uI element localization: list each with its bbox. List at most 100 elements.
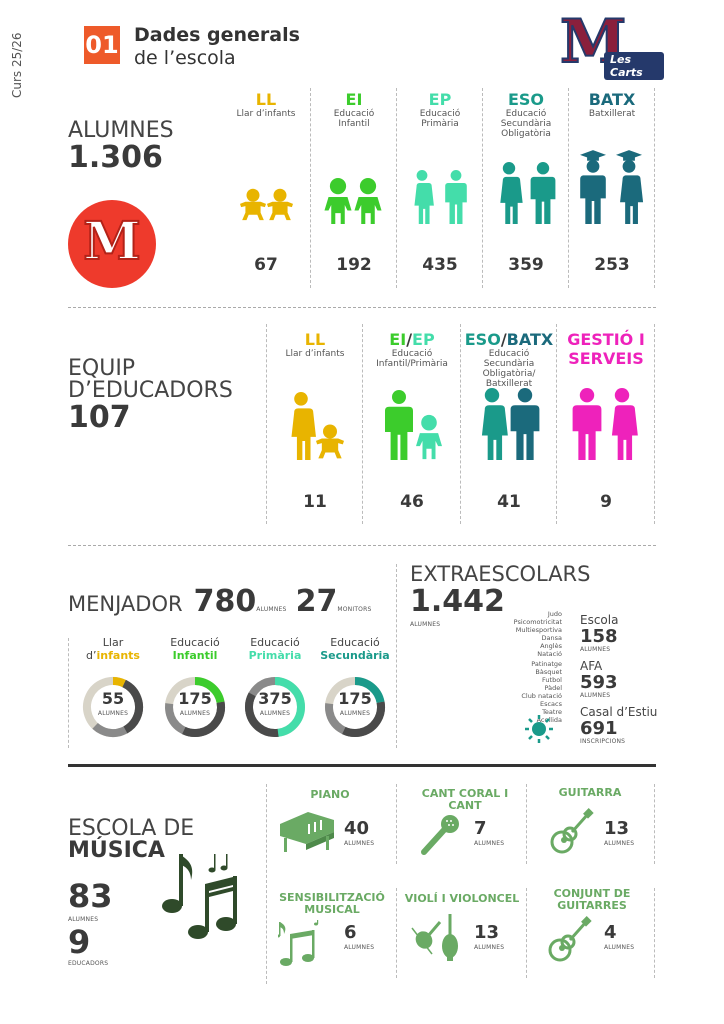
music-item-violi-title: VIOLÍ I VIOLONCEL [404, 892, 520, 905]
music-item-conjunt-value: 4 [604, 922, 617, 943]
page-title-line1: Dades generals [134, 24, 300, 46]
equip-value-eiep: 46 [400, 492, 424, 512]
activity-item: Futbol [542, 676, 562, 684]
equip-value-esobatx: 41 [497, 492, 521, 512]
music-item-conjunt-title: CONJUNT DE GUITARRES [553, 887, 631, 912]
equip-col-esobatx: ESO/BATX Educació Secundària Obligatòria… [462, 330, 556, 389]
extra-stat-escola: Escola 158 ALUMNES [580, 614, 618, 654]
stat-value: 158 [580, 626, 618, 647]
extraescolars-unit: ALUMNES [410, 621, 441, 628]
col-desc: Educació Secundària Obligatòria [500, 109, 552, 139]
staff-icon [572, 388, 638, 460]
activity-item: Psicomotricitat [513, 618, 562, 626]
equip-total: 107 [68, 400, 131, 435]
guitar-icon-2 [548, 916, 592, 962]
equip-label-line1: EQUIP [68, 356, 136, 381]
sun-icon [525, 715, 553, 743]
activity-item: Teatre [542, 708, 562, 716]
donut-ring [165, 677, 225, 737]
alumnes-value-eso: 359 [508, 255, 544, 275]
activity-item: Natació [537, 650, 562, 658]
donut-line2-prefix: d’ [86, 649, 97, 662]
children-icon [324, 178, 382, 224]
donut-value: 175 [338, 689, 372, 708]
red-logo-letter: M [82, 211, 142, 272]
col-abbr: LL [304, 330, 326, 349]
musica-educadors-unit: EDUCADORS [68, 960, 109, 967]
music-item-cant-value: 7 [474, 818, 487, 839]
donut-line2: Secundària [320, 649, 390, 662]
activity-item: Escacs [539, 700, 562, 708]
col-abbr: ESO/BATX [464, 330, 554, 349]
donut-ring [245, 677, 305, 737]
equip-col-gestio: GESTIÓ I SERVEIS [558, 330, 654, 368]
equip-col-eiep: EI/EP Educació Infantil/Primària [364, 330, 460, 369]
music-notes-icon [162, 854, 237, 939]
donut-segment-stage [245, 677, 305, 737]
equip-label-line2: D’EDUCADORS [68, 378, 233, 403]
mother-child-icon [291, 392, 344, 460]
donut-value: 175 [178, 689, 212, 708]
alumnes-col-eso: ESO Educació Secundària Obligatòria [484, 90, 568, 139]
teachers-icon [481, 388, 540, 460]
donut-line2-stage: Infantil [172, 649, 218, 662]
donut-line1: Llar [102, 636, 124, 649]
col-desc: Educació Primària [419, 109, 461, 129]
guitar-icon [550, 808, 594, 854]
alumnes-value-batx: 253 [594, 255, 630, 275]
col-abbr: LL [255, 90, 277, 109]
donut-line2: d’infants [78, 649, 148, 662]
menjador-label: MENJADOR [68, 592, 183, 616]
activity-item: Bàsquet [535, 668, 562, 676]
alumnes-label: ALUMNES [68, 118, 174, 143]
menjador-monitors-unit: MONITORS [337, 606, 372, 613]
alumnes-value-ll: 67 [254, 255, 278, 275]
music-item-guitarra-title: GUITARRA [558, 786, 622, 799]
donut-unit: ALUMNES [179, 710, 211, 717]
donut-line2: Primària [240, 649, 310, 662]
activity-item: Patinatge [531, 660, 562, 668]
music-item-guitarra-value: 13 [604, 818, 630, 839]
donut-segment-stage [165, 677, 225, 737]
abbr-ei: EI [389, 330, 407, 349]
equip-value-gestio: 9 [600, 492, 612, 512]
alumnes-col-batx: BATX Batxillerat [570, 90, 654, 119]
menjador-donut: Educació Secundària [320, 636, 390, 662]
donut-line1: Educació [170, 636, 220, 649]
teacher-child-icon [385, 390, 442, 460]
graduates-icon [580, 150, 644, 224]
menjador-header: MENJADOR 780ALUMNES 27MONITORS [68, 584, 371, 619]
music-item-piano-unit: ALUMNES [344, 840, 375, 847]
abbr-eso: ESO [464, 330, 501, 349]
donut-line2-stage: Secundària [320, 649, 390, 662]
donut-unit: ALUMNES [97, 710, 129, 717]
students-icon [414, 170, 467, 224]
baby-icon [240, 188, 293, 221]
col-desc: Educació Infantil/Primària [376, 349, 448, 369]
donut-unit: ALUMNES [339, 710, 371, 717]
extra-stat-afa: AFA 593 ALUMNES [580, 659, 618, 700]
stat-value: 593 [580, 672, 618, 693]
stat-unit: ALUMNES [580, 692, 611, 699]
musica-alumnes: 83 [68, 877, 113, 915]
alumnes-col-ll: LL Llar d’infants [224, 90, 308, 119]
donut-segment-stage [325, 677, 385, 737]
music-item-piano-value: 40 [344, 818, 370, 839]
music-item-violi-unit: ALUMNES [474, 944, 505, 951]
equip-col-ll: LL Llar d’infants [268, 330, 362, 359]
abbr-ep: EP [412, 330, 435, 349]
violin-icon [411, 914, 458, 961]
donut-line2: Infantil [160, 649, 230, 662]
col-desc: Educació Infantil [333, 109, 375, 129]
donut-line2-stage: Primària [248, 649, 302, 662]
stat-name: AFA [580, 659, 603, 673]
music-item-violi-value: 13 [474, 922, 500, 943]
donut-ring [83, 677, 143, 737]
alumnes-col-ep: EP Educació Primària [398, 90, 482, 129]
school-logo: M Les Carts [559, 11, 664, 80]
donut-unit: ALUMNES [259, 710, 291, 717]
donut-value: 55 [101, 689, 125, 708]
course-label: Curs 25/26 [10, 32, 24, 98]
col-desc: Educació Secundària Obligatòria/ Batxill… [482, 349, 536, 389]
abbr-batx: BATX [506, 330, 554, 349]
